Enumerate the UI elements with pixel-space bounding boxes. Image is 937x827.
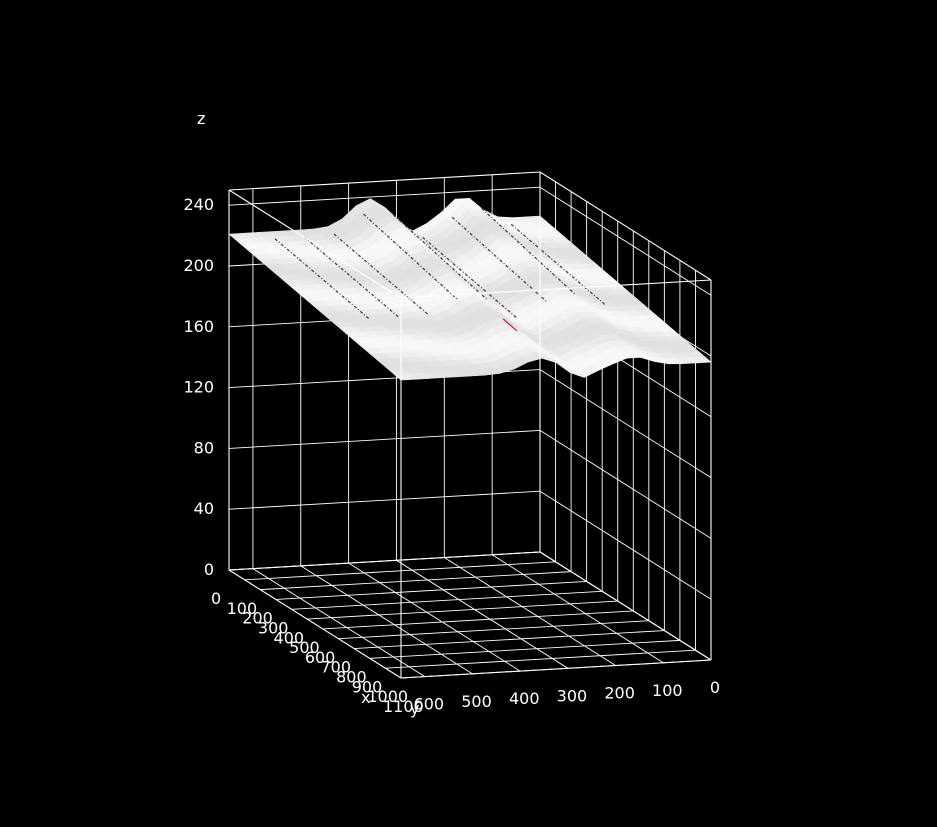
x-tick-label: 1000 <box>367 687 408 706</box>
y-tick-label: 200 <box>604 684 635 703</box>
y-tick-label: 100 <box>652 681 683 700</box>
left-wall-horizontal <box>228 429 541 449</box>
box-top-edge <box>400 279 712 299</box>
z-axis-label: z <box>197 109 205 128</box>
red-contour <box>502 318 518 332</box>
surface-text-mark <box>304 236 400 318</box>
y-axis-label: y <box>410 699 419 718</box>
y-tick-label: 600 <box>414 695 445 714</box>
x-tick-label: 600 <box>305 648 336 667</box>
x-tick-label: 700 <box>320 658 351 677</box>
floor-gridline-y <box>300 565 473 675</box>
box-top-edge <box>228 189 402 299</box>
floor-gridline-y <box>444 557 616 666</box>
x-tick-label: 200 <box>242 609 273 628</box>
box-floor-edge <box>539 551 712 661</box>
floor-gridline-x <box>260 571 572 591</box>
y-tick-label: 400 <box>509 689 540 708</box>
x-tick-label: 800 <box>336 668 367 687</box>
box-top-edge <box>228 171 541 191</box>
x-tick-label: 300 <box>258 618 289 637</box>
right-wall-horizontal <box>539 490 712 600</box>
box-top-edge <box>539 171 712 281</box>
surface-text-mark <box>510 223 606 306</box>
floor-gridline-x <box>275 581 587 600</box>
y-tick-label: 300 <box>557 686 588 705</box>
y-axis-ticks: 0 100 200 300 400 500 600 <box>414 678 721 714</box>
z-tick-label: 0 <box>204 560 214 579</box>
floor-gridline-x <box>291 590 603 610</box>
right-wall-horizontal <box>539 186 712 296</box>
data-surface <box>228 197 712 381</box>
y-tick-label: 500 <box>461 692 492 711</box>
x-tick-label: 900 <box>352 677 383 696</box>
box-floor-edge <box>228 551 541 571</box>
box-floor-edge <box>400 659 712 679</box>
z-tick-label: 240 <box>183 195 214 214</box>
floor-gridline-x <box>244 561 556 581</box>
x-tick-label: 400 <box>274 628 305 647</box>
x-tick-label: 1100 <box>383 697 424 716</box>
right-wall-horizontal <box>539 369 712 478</box>
box-floor-edge <box>228 569 402 679</box>
floor-gridline-x <box>369 639 680 659</box>
x-tick-label: 500 <box>289 638 320 657</box>
floor-gridline-x <box>307 600 618 620</box>
z-tick-label: 80 <box>194 438 214 457</box>
floor-gridline-x <box>385 649 696 669</box>
z-tick-label: 120 <box>183 378 214 397</box>
floor-gridline-y <box>491 554 664 664</box>
x-tick-label: 100 <box>227 599 258 618</box>
z-tick-label: 160 <box>183 317 214 336</box>
floor-gridline-y <box>252 568 426 677</box>
left-wall-horizontal <box>228 186 541 206</box>
floor-gridline-x <box>338 620 649 640</box>
y-tick-label: 0 <box>710 678 720 697</box>
z-tick-label: 200 <box>183 256 214 275</box>
x-axis-label: x <box>361 688 370 707</box>
left-wall-horizontal <box>228 490 541 510</box>
surface-text-mark <box>451 216 547 302</box>
bounding-box <box>228 171 712 679</box>
z-axis-ticks: 0 40 80 120 160 200 240 <box>183 195 214 579</box>
floor-gridline-x <box>322 610 634 630</box>
floor-gridline-y <box>348 562 521 672</box>
surface-text-mark <box>363 213 459 301</box>
surface-text-mark <box>392 214 488 301</box>
x-tick-label: 0 <box>211 589 221 608</box>
floor-gridline-x <box>354 630 665 649</box>
surface-text-mark <box>481 207 577 296</box>
floor-gridline-y <box>396 559 569 669</box>
z-tick-label: 40 <box>194 499 214 518</box>
right-wall-horizontal <box>539 430 712 539</box>
